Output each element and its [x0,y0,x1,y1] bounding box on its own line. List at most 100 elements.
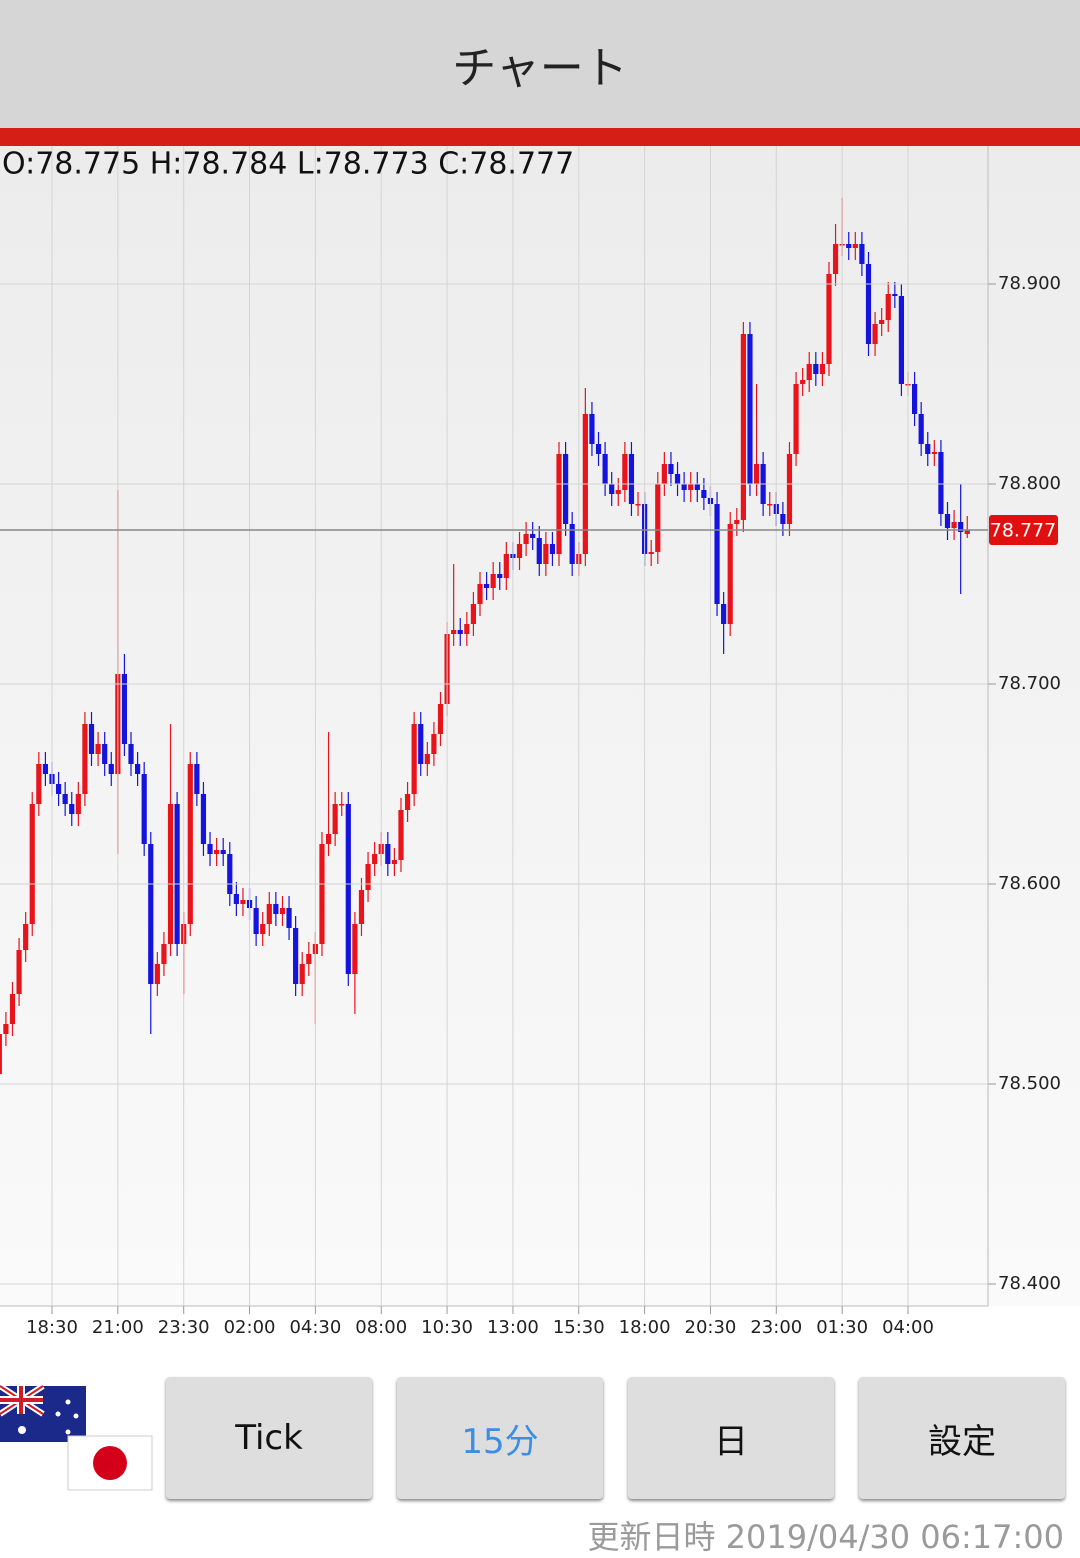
y-tick-label: 78.900 [998,273,1061,294]
interval-button[interactable]: Tick [166,1377,372,1499]
candle-body [885,294,891,320]
x-tick-label: 21:00 [92,1317,144,1338]
candle-body [161,944,167,964]
x-tick-label: 04:00 [882,1317,934,1338]
candle-body [497,574,503,578]
candle-body [516,544,523,558]
candle-body [154,964,160,984]
candle-body [628,454,635,504]
candle-body [747,334,753,484]
y-tick-label: 78.800 [998,473,1061,494]
candle-body [865,264,872,344]
x-tick-label: 15:30 [553,1317,605,1338]
x-tick-label: 04:30 [289,1317,341,1338]
candle-body [483,584,490,588]
candle-body [9,994,16,1024]
candle-body [655,484,661,552]
candle-body [694,484,700,490]
candle-body [69,804,75,814]
candle-body [398,810,404,860]
candle-body [589,414,595,444]
candle-body [753,464,760,484]
candle-body [391,860,397,864]
candle-body [964,530,970,534]
candle-body [793,384,799,454]
candle-body [286,908,292,928]
x-tick-label: 23:30 [158,1317,210,1338]
candle-body [194,764,200,794]
ohlc-header: O:78.775 H:78.784 L:78.773 C:78.777 [2,147,574,182]
candle-body [490,574,496,588]
candle-body [958,522,964,532]
candle-body [832,244,839,274]
candle-body [42,764,49,774]
interval-button[interactable]: 日 [628,1377,834,1499]
candle-body [477,584,483,604]
candle-body [543,544,549,564]
candle-body [220,850,226,854]
candle-body [451,630,457,634]
x-tick-label: 20:30 [685,1317,737,1338]
y-tick-label: 78.600 [998,873,1061,894]
candle-body [721,604,727,624]
candle-body [16,950,22,994]
plot-background [0,146,1080,1306]
y-tick-label: 78.700 [998,673,1061,694]
candle-body [95,744,101,754]
candle-body [859,244,865,264]
candle-body [431,734,437,754]
candle-body [615,490,621,494]
candle-body [0,1034,2,1074]
candle-body [319,844,325,944]
candle-body [148,844,154,984]
title: チャート [452,43,628,94]
candle-body [635,504,641,506]
candle-body [365,864,371,890]
candle-body [437,704,444,734]
candle-body [62,794,68,804]
candle-body [938,452,944,514]
y-tick-label: 78.400 [998,1273,1061,1294]
candle-body [701,490,707,498]
candle-body [918,414,924,444]
x-tick-label: 08:00 [355,1317,407,1338]
x-tick-label: 10:30 [421,1317,473,1338]
candle-body [602,454,608,484]
candle-body [569,524,575,564]
x-tick-label: 02:00 [224,1317,276,1338]
candle-body [273,904,279,914]
candle-body [167,804,174,944]
candle-body [385,844,391,864]
candle-body [944,514,951,528]
candle-body [780,514,786,524]
candle-body [260,924,266,934]
updated-time: 更新日時 2019/04/30 06:17:00 [587,1518,1064,1556]
candle-body [925,444,931,454]
candle-body [668,464,674,474]
candle-body [911,384,918,414]
candle-body [3,1024,9,1034]
interval-button[interactable]: 設定 [859,1377,1065,1499]
candle-body [714,504,720,604]
candle-body [332,804,338,834]
candle-body [846,244,852,248]
interval-button[interactable]: 15分 [397,1377,603,1499]
candle-body [82,724,88,794]
x-tick-label: 18:30 [26,1317,78,1338]
candle-body [556,454,562,554]
candle-body [279,908,286,914]
candle-body [187,764,193,924]
candle-body [88,724,95,754]
y-tick-label: 78.500 [998,1073,1061,1094]
candle-body [240,900,246,904]
candle-body [293,928,299,984]
candle-body [411,724,417,794]
candle-body [75,794,81,814]
candle-body [372,854,378,864]
candle-body [339,804,345,806]
candle-body [563,454,569,524]
candle-body [931,452,937,454]
candle-body [813,364,819,374]
